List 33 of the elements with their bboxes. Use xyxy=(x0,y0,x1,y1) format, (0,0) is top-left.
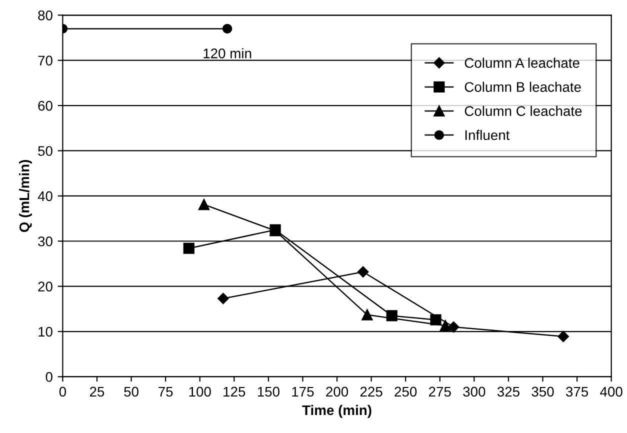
x-tick-label: 0 xyxy=(59,386,66,397)
legend-label: Column A leachate xyxy=(464,58,580,68)
x-tick-label: 50 xyxy=(124,386,138,397)
x-tick-label: 200 xyxy=(326,386,348,397)
legend-label: Column C leachate xyxy=(464,106,582,116)
y-tick-label: 30 xyxy=(38,236,52,246)
y-tick-label: 60 xyxy=(38,100,52,111)
legend-label: Column B leachate xyxy=(464,82,581,92)
x-tick-label: 150 xyxy=(258,386,280,397)
x-tick-label: 250 xyxy=(394,386,417,397)
x-tick-label: 325 xyxy=(497,386,520,397)
annotation: 120 min xyxy=(204,48,252,58)
y-tick-label: 0 xyxy=(46,372,52,382)
y-tick-label: 40 xyxy=(38,191,52,202)
x-axis-title: Time (min) xyxy=(302,404,372,418)
y-tick-label: 20 xyxy=(38,282,52,292)
x-tick-label: 275 xyxy=(428,386,451,397)
y-axis-title: Q (mL/min) xyxy=(19,160,32,232)
y-tick-label: 50 xyxy=(38,146,52,156)
x-tick-label: 375 xyxy=(566,386,588,397)
y-tick-label: 80 xyxy=(38,10,52,20)
x-tick-label: 350 xyxy=(532,386,554,397)
x-tick-label: 100 xyxy=(189,386,211,397)
x-tick-label: 125 xyxy=(224,386,246,397)
y-tick-label: 10 xyxy=(38,326,52,337)
y-tick-label: 70 xyxy=(38,56,52,66)
x-tick-label: 175 xyxy=(292,386,314,397)
x-tick-label: 300 xyxy=(463,386,486,397)
legend-label: Influent xyxy=(465,130,510,140)
x-tick-label: 75 xyxy=(158,386,173,397)
x-tick-label: 25 xyxy=(90,386,104,397)
x-tick-label: 400 xyxy=(600,386,622,397)
x-tick-label: 225 xyxy=(360,386,382,397)
